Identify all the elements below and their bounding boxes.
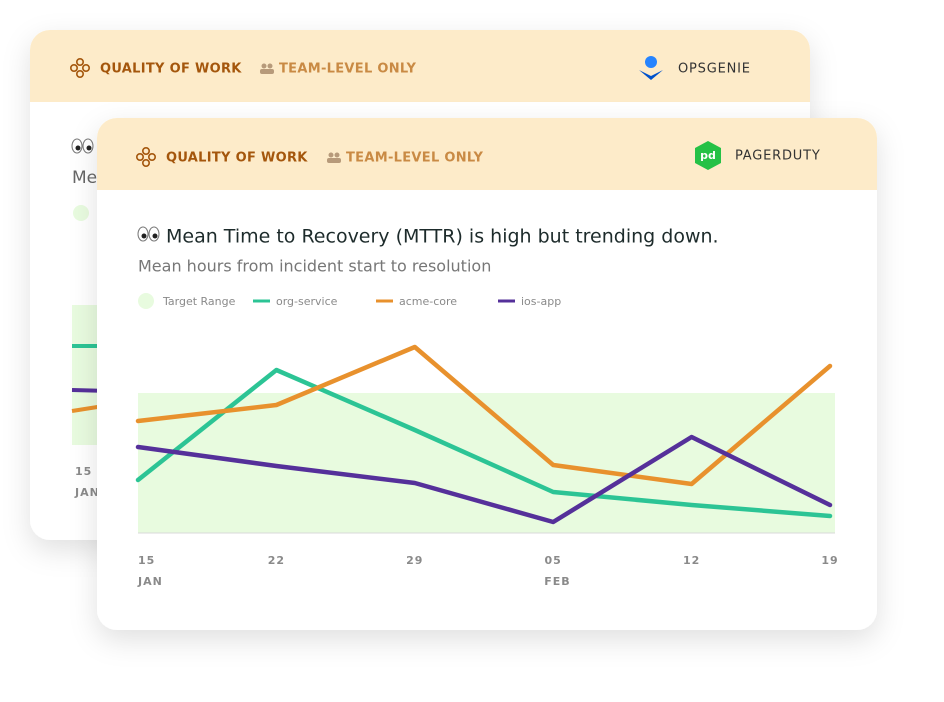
eyes-icon — [71, 138, 94, 154]
series-line — [135, 434, 833, 525]
chart-title: Mean Time to Recovery (MTTR) is high but… — [166, 226, 719, 248]
chart-subtitle: Mean hours from incident start to resolu… — [138, 257, 491, 276]
x-tick-label: 19 — [821, 554, 838, 567]
header-category: QUALITY OF WORK — [166, 151, 308, 166]
legend-label: Target Range — [162, 295, 236, 308]
series-line — [135, 344, 833, 487]
header-scope: TEAM-LEVEL ONLY — [279, 62, 416, 77]
opsgenie-logo — [639, 56, 663, 80]
x-tick-label: 12 — [683, 554, 700, 567]
eyes-icon — [137, 226, 160, 242]
legend-label: ios-app — [521, 295, 561, 308]
card-bg — [97, 118, 877, 630]
x-tick-label: 05 — [545, 554, 562, 567]
title-fragment: Me — [72, 168, 97, 188]
x-tick-label: 22 — [268, 554, 285, 567]
legend-label: acme-core — [399, 295, 457, 308]
front-card: QUALITY OF WORK TEAM-LEVEL ONLY pd PAGER… — [97, 118, 877, 630]
header-source: PAGERDUTY — [735, 149, 821, 164]
category-icon — [70, 57, 91, 79]
x-sublabel: JAN — [137, 575, 163, 588]
category-icon — [136, 147, 157, 168]
team-icon — [260, 63, 274, 74]
card-header-bg — [30, 30, 810, 102]
x-tick-label: 15 — [138, 554, 155, 567]
header-category: QUALITY OF WORK — [100, 62, 242, 77]
x-sublabel: FEB — [544, 575, 570, 588]
pagerduty-logo: pd — [695, 141, 721, 170]
legend-label: org-service — [276, 295, 338, 308]
legend-dot — [73, 205, 89, 221]
x-tick-label: 15 — [75, 465, 92, 478]
team-icon — [327, 152, 341, 163]
card-header-bg — [97, 118, 877, 190]
x-sublabel: JAN — [74, 486, 100, 499]
legend-swatch — [138, 293, 154, 309]
header-source: OPSGENIE — [678, 62, 751, 77]
header-scope: TEAM-LEVEL ONLY — [346, 151, 483, 166]
svg-text:pd: pd — [700, 149, 716, 162]
x-tick-label: 29 — [406, 554, 423, 567]
series-line — [135, 367, 833, 519]
